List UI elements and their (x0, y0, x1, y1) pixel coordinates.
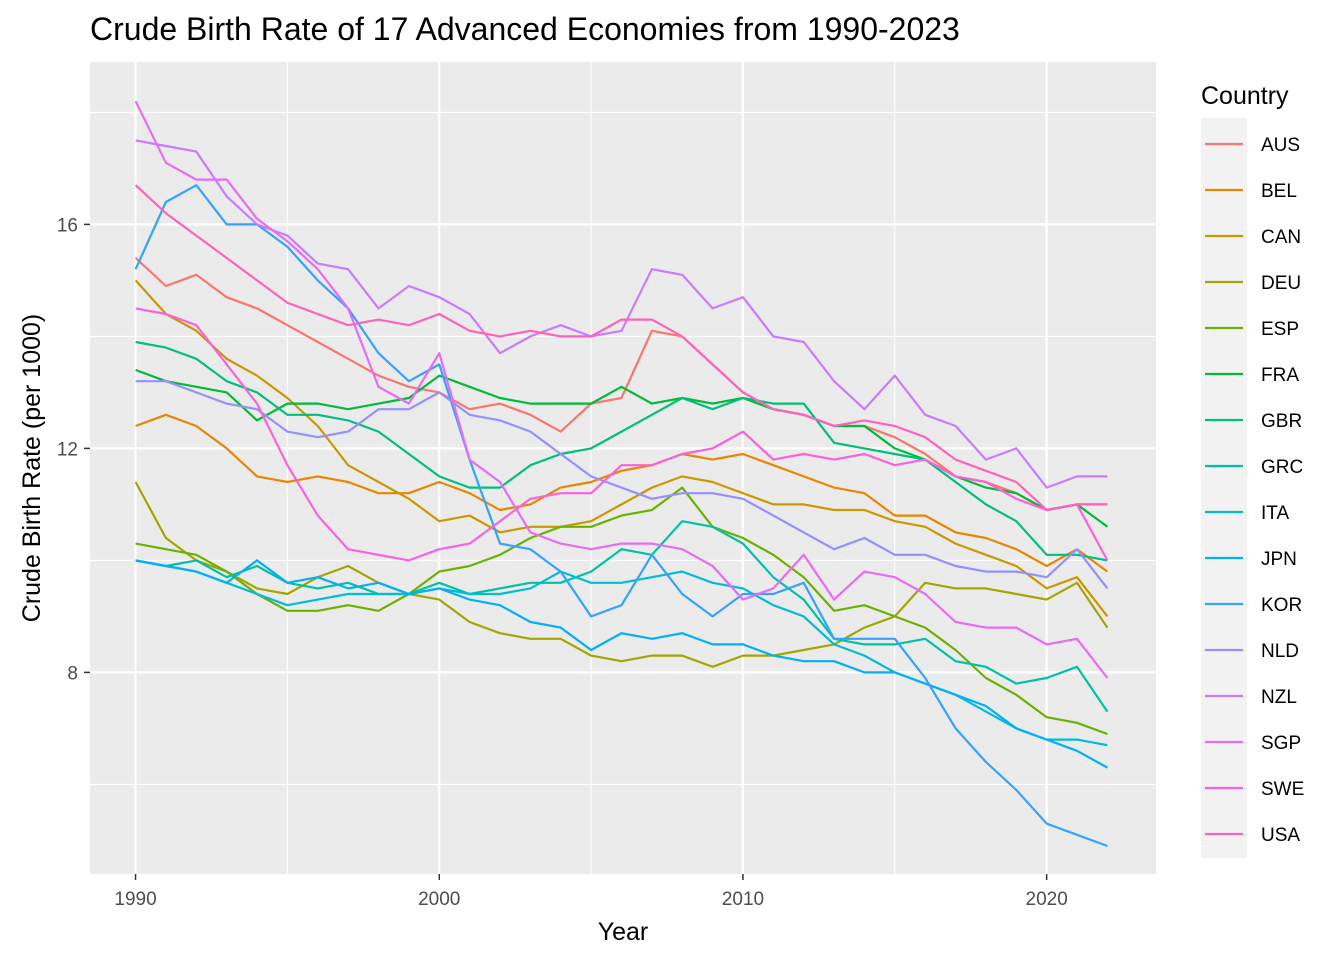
x-axis-title: Year (598, 918, 649, 946)
series-line-esp (135, 486, 1108, 736)
y-axis-title: Crude Birth Rate (per 1000) (18, 314, 46, 622)
y-tick-label: 12 (57, 439, 78, 460)
x-axis: 1990 2000 2010 2020 (114, 874, 1068, 910)
major-gridlines (90, 62, 1156, 874)
series-line-grc (135, 520, 1109, 713)
x-tick-label: 2020 (1026, 889, 1068, 910)
series-line-usa (134, 184, 1108, 512)
legend-label-esp: ESP (1261, 319, 1299, 340)
legend-label-ita: ITA (1261, 503, 1289, 524)
legend: Country AUS BEL CAN DEU ESP FRA GBR GRC ITA JPN KO… (1201, 82, 1304, 858)
legend-label-nld: NLD (1261, 641, 1299, 662)
minor-gridlines (90, 62, 1156, 874)
legend-key-background (1201, 118, 1247, 858)
series-line-swe (135, 307, 1109, 562)
legend-label-jpn: JPN (1261, 549, 1297, 570)
legend-label-bel: BEL (1261, 181, 1297, 202)
legend-label-grc: GRC (1261, 457, 1303, 478)
x-tick-label: 1990 (114, 889, 156, 910)
series-line-nld (135, 380, 1109, 590)
series-line-kor (134, 184, 1108, 848)
series-line-deu (134, 481, 1109, 668)
series-line-jpn (135, 559, 1108, 769)
series-line-sgp (134, 100, 1109, 679)
legend-label-deu: DEU (1261, 273, 1301, 294)
chart-title: Crude Birth Rate of 17 Advanced Economie… (90, 11, 960, 47)
series-line-aus (134, 257, 1108, 512)
legend-label-usa: USA (1261, 825, 1300, 846)
legend-items: AUS BEL CAN DEU ESP FRA GBR GRC ITA JPN KOR NLD NZL S… (1205, 135, 1304, 846)
plot-panel (90, 62, 1156, 874)
series-line-nzl (135, 139, 1108, 489)
x-tick-label: 2000 (418, 889, 460, 910)
legend-label-can: CAN (1261, 227, 1301, 248)
series-line-can (134, 279, 1109, 618)
legend-title: Country (1201, 82, 1289, 110)
legend-label-swe: SWE (1261, 779, 1304, 800)
plot-background (90, 62, 1156, 874)
series-line-gbr (135, 340, 1108, 562)
x-tick-label: 2010 (722, 889, 764, 910)
legend-label-aus: AUS (1261, 135, 1300, 156)
legend-label-gbr: GBR (1261, 411, 1302, 432)
y-tick-label: 8 (67, 663, 78, 684)
legend-label-kor: KOR (1261, 595, 1302, 616)
legend-label-nzl: NZL (1261, 687, 1297, 708)
y-axis: 8 12 16 (57, 215, 90, 684)
legend-label-sgp: SGP (1261, 733, 1301, 754)
series-lines (134, 100, 1109, 848)
legend-label-fra: FRA (1261, 365, 1299, 386)
y-tick-label: 16 (57, 215, 78, 236)
